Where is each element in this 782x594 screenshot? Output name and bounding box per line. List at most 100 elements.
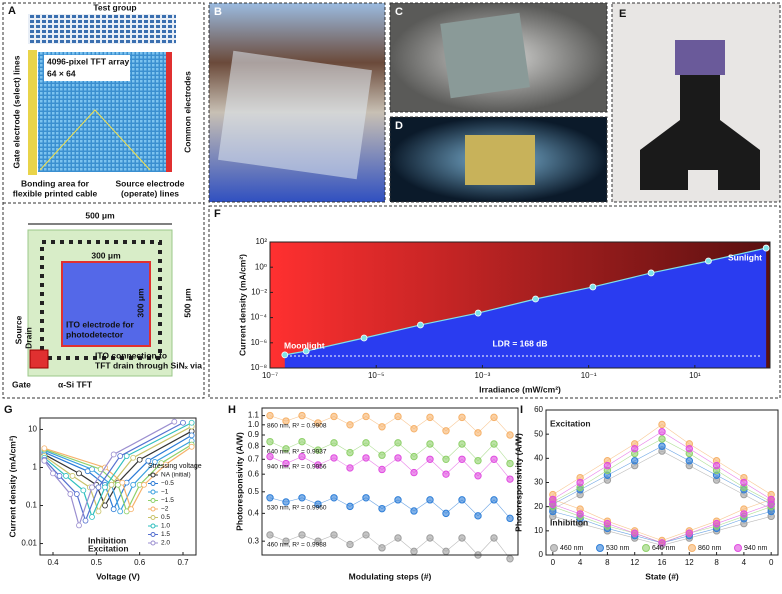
data-point bbox=[394, 412, 402, 421]
device bbox=[440, 12, 530, 99]
data-point bbox=[298, 411, 306, 420]
data-line bbox=[552, 450, 772, 510]
panel-c: C bbox=[389, 2, 608, 113]
legend-swatch bbox=[642, 544, 650, 552]
label: Source electrode bbox=[116, 178, 185, 188]
data-point bbox=[346, 464, 354, 472]
y-tick-label: 0.6 bbox=[248, 469, 260, 478]
data-point bbox=[685, 457, 693, 465]
label: α-Si TFT bbox=[58, 379, 93, 389]
device bbox=[465, 135, 535, 185]
data-point bbox=[426, 534, 434, 542]
data-point bbox=[442, 547, 450, 556]
data-point bbox=[82, 517, 89, 524]
data-point bbox=[426, 455, 434, 463]
x-axis-label: State (#) bbox=[645, 571, 679, 581]
panel-letter: C bbox=[395, 6, 403, 18]
data-line bbox=[552, 445, 772, 505]
tft bbox=[29, 349, 49, 369]
panel-letter: B bbox=[214, 6, 222, 18]
data-point bbox=[442, 455, 450, 463]
y-tick-label: 0.9 bbox=[248, 430, 260, 439]
data-point bbox=[378, 544, 386, 552]
y-tick-label: 10⁻⁸ bbox=[251, 363, 268, 372]
data-point bbox=[136, 456, 143, 463]
data-point bbox=[474, 309, 482, 317]
y-axis-label: Photoresponsivity (A/W) bbox=[234, 432, 244, 531]
data-point bbox=[685, 444, 693, 453]
data-point bbox=[314, 500, 322, 508]
annotation: Inhibition bbox=[550, 517, 588, 527]
data-point bbox=[410, 425, 418, 433]
y-tick-label: 0.4 bbox=[248, 508, 260, 517]
data-point bbox=[549, 500, 557, 508]
plot-frame bbox=[261, 407, 519, 556]
label: Test group bbox=[93, 2, 136, 12]
data-point bbox=[67, 491, 74, 497]
data-point bbox=[506, 514, 514, 523]
data-point bbox=[603, 461, 612, 470]
ito-electrode bbox=[61, 261, 151, 347]
data-point bbox=[631, 529, 639, 537]
panel-frame bbox=[611, 2, 781, 203]
label: ITO connection to bbox=[95, 350, 167, 360]
data-point bbox=[410, 507, 418, 515]
data-point bbox=[141, 481, 147, 488]
label: 300 μm bbox=[91, 250, 121, 260]
data-point bbox=[110, 506, 117, 513]
data-point bbox=[394, 439, 402, 447]
panel-letter: H bbox=[228, 404, 236, 416]
data-point bbox=[506, 555, 514, 563]
panel-letter: F bbox=[214, 208, 221, 220]
label: TFT drain through SiNₓ via bbox=[95, 360, 202, 370]
label-bg bbox=[44, 55, 130, 81]
legend-title: Stressing voltage bbox=[148, 463, 202, 470]
label: Drain bbox=[23, 327, 33, 349]
data-point bbox=[647, 269, 655, 277]
data-point bbox=[110, 451, 117, 458]
data-point bbox=[506, 431, 514, 439]
panel-frame bbox=[208, 205, 781, 399]
data-point bbox=[119, 479, 126, 486]
test-group bbox=[28, 14, 176, 44]
panel-letter: I bbox=[520, 404, 523, 416]
data-point bbox=[130, 454, 137, 461]
data-point bbox=[298, 437, 306, 446]
data-point bbox=[490, 496, 498, 504]
data-point bbox=[89, 484, 95, 491]
data-point bbox=[767, 500, 775, 508]
data-point bbox=[362, 531, 370, 539]
data-point bbox=[458, 413, 466, 422]
label: Gate bbox=[12, 379, 31, 389]
data-point bbox=[506, 475, 514, 483]
panel-d: D bbox=[389, 116, 608, 203]
y-tick-label: 10⁻² bbox=[251, 288, 267, 297]
data-point bbox=[346, 421, 354, 429]
data-point bbox=[266, 531, 274, 539]
x-axis-label: Modulating steps (#) bbox=[349, 571, 432, 581]
device bbox=[675, 40, 725, 75]
data-point bbox=[458, 496, 466, 504]
series-label: 860 nm, R² = 0.9908 bbox=[267, 422, 327, 429]
data-point bbox=[76, 522, 82, 529]
x-axis-label: Voltage (V) bbox=[96, 571, 140, 581]
data-point bbox=[394, 496, 402, 504]
data-line bbox=[269, 534, 511, 559]
data-point bbox=[330, 439, 338, 447]
x-tick-label: 4 bbox=[742, 558, 747, 567]
data-point bbox=[362, 439, 370, 447]
data-point bbox=[378, 465, 386, 474]
data-point bbox=[50, 470, 56, 477]
data-point bbox=[685, 529, 693, 537]
data-line bbox=[269, 497, 511, 519]
legend-swatch bbox=[688, 544, 696, 552]
legend-label: −1 bbox=[161, 489, 169, 496]
annotation: LDR = 168 dB bbox=[492, 338, 547, 348]
data-point bbox=[658, 435, 666, 443]
data-line bbox=[269, 456, 511, 480]
data-point bbox=[740, 478, 748, 487]
data-point bbox=[282, 445, 290, 453]
data-line bbox=[269, 415, 511, 436]
panel-letter: E bbox=[619, 8, 626, 20]
